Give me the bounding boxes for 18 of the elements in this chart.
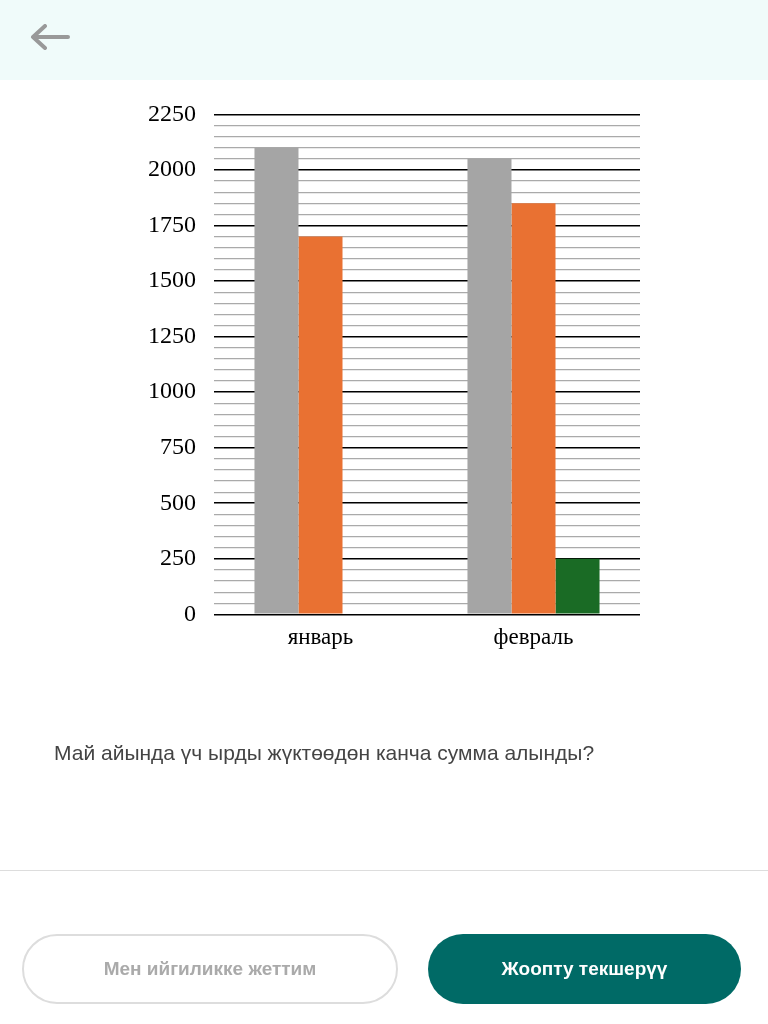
y-tick-label: 500 xyxy=(160,488,196,515)
bar xyxy=(298,236,343,614)
y-tick-label: 2250 xyxy=(148,99,196,126)
y-tick-label: 750 xyxy=(160,433,196,460)
text: Жоопту текшерүү xyxy=(428,934,741,1004)
y-tick-label: 1250 xyxy=(148,321,196,348)
bar xyxy=(555,558,600,614)
x-tick-label: февраль xyxy=(493,624,574,650)
y-tick-label: 1750 xyxy=(148,210,196,237)
y-tick-label: 250 xyxy=(160,544,196,571)
bar xyxy=(511,203,556,614)
x-tick-label: январь xyxy=(287,624,354,650)
y-tick-label: 1000 xyxy=(148,377,196,404)
text: Мен ийгиликке жеттим xyxy=(22,934,398,1004)
y-tick-label: 1500 xyxy=(148,266,196,293)
y-tick-label: 0 xyxy=(184,599,196,626)
text: Май айында үч ырды жүктөөдөн канча сумма алынды? xyxy=(54,740,596,766)
y-tick-label: 2000 xyxy=(148,155,196,182)
